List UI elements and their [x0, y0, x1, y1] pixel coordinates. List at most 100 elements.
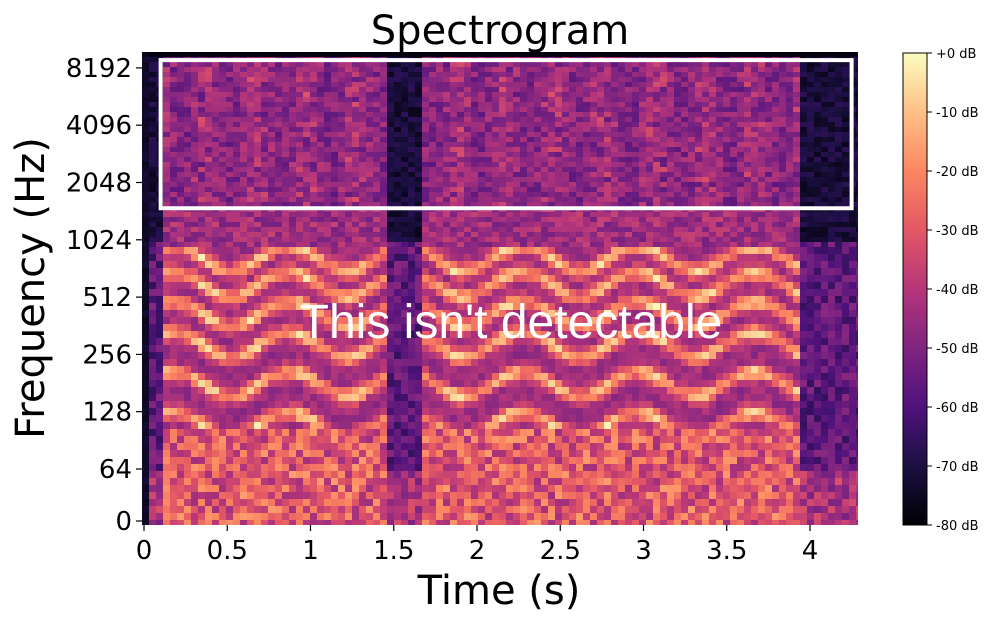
spectrogram-cell — [492, 167, 499, 172]
spectrogram-cell — [583, 97, 590, 102]
spectrogram-cell — [324, 429, 331, 436]
spectrogram-cell — [457, 268, 464, 275]
spectrogram-cell — [471, 162, 478, 167]
spectrogram-cell — [268, 87, 275, 92]
spectrogram-cell — [513, 492, 520, 499]
spectrogram-cell — [401, 492, 408, 499]
spectrogram-cell — [345, 127, 352, 132]
spectrogram-cell — [429, 212, 436, 217]
spectrogram-cell — [513, 380, 520, 387]
spectrogram-cell — [149, 232, 156, 237]
spectrogram-cell — [471, 499, 478, 506]
spectrogram-cell — [198, 457, 205, 464]
spectrogram-cell — [450, 443, 457, 450]
spectrogram-cell — [506, 142, 513, 147]
spectrogram-cell — [394, 464, 401, 471]
spectrogram-cell — [296, 254, 303, 261]
spectrogram-cell — [541, 506, 548, 513]
spectrogram-cell — [485, 227, 492, 232]
spectrogram-cell — [457, 162, 464, 167]
spectrogram-cell — [422, 352, 429, 359]
spectrogram-cell — [184, 443, 191, 450]
spectrogram-cell — [450, 506, 457, 513]
spectrogram-cell — [310, 408, 317, 415]
spectrogram-cell — [450, 303, 457, 310]
spectrogram-cell — [205, 457, 212, 464]
spectrogram-cell — [534, 499, 541, 506]
spectrogram-cell — [478, 443, 485, 450]
spectrogram-cell — [408, 485, 415, 492]
spectrogram-cell — [184, 331, 191, 338]
spectrogram-cell — [254, 506, 261, 513]
spectrogram-cell — [555, 202, 562, 207]
spectrogram-cell — [359, 127, 366, 132]
spectrogram-cell — [492, 352, 499, 359]
spectrogram-cell — [205, 222, 212, 227]
spectrogram-cell — [471, 217, 478, 222]
spectrogram-cell — [261, 373, 268, 380]
spectrogram-cell — [352, 162, 359, 167]
spectrogram-cell — [478, 227, 485, 232]
spectrogram-cell — [478, 289, 485, 296]
spectrogram-cell — [142, 97, 149, 102]
spectrogram-cell — [513, 443, 520, 450]
spectrogram-cell — [261, 254, 268, 261]
spectrogram-cell — [450, 112, 457, 117]
spectrogram-cell — [429, 275, 436, 282]
spectrogram-cell — [471, 77, 478, 82]
spectrogram-cell — [156, 289, 163, 296]
spectrogram-cell — [471, 471, 478, 478]
spectrogram-cell — [401, 247, 408, 254]
spectrogram-cell — [576, 296, 583, 303]
spectrogram-cell — [331, 152, 338, 157]
spectrogram-cell — [254, 471, 261, 478]
spectrogram-cell — [380, 303, 387, 310]
spectrogram-cell — [569, 147, 576, 152]
spectrogram-cell — [275, 232, 282, 237]
spectrogram-cell — [317, 187, 324, 192]
spectrogram-cell — [506, 92, 513, 97]
spectrogram-cell — [520, 132, 527, 137]
spectrogram-cell — [177, 415, 184, 422]
spectrogram-cell — [534, 268, 541, 275]
spectrogram-cell — [450, 317, 457, 324]
spectrogram-cell — [191, 485, 198, 492]
spectrogram-cell — [324, 82, 331, 87]
spectrogram-cell — [240, 242, 247, 247]
spectrogram-cell — [289, 157, 296, 162]
spectrogram-cell — [275, 352, 282, 359]
spectrogram-cell — [429, 429, 436, 436]
spectrogram-cell — [569, 464, 576, 471]
spectrogram-cell — [226, 237, 233, 242]
spectrogram-cell — [555, 247, 562, 254]
spectrogram-cell — [485, 232, 492, 237]
spectrogram-cell — [310, 247, 317, 254]
spectrogram-cell — [226, 254, 233, 261]
spectrogram-cell — [436, 499, 443, 506]
spectrogram-cell — [569, 331, 576, 338]
spectrogram-cell — [359, 77, 366, 82]
spectrogram-cell — [275, 52, 282, 57]
spectrogram-cell — [149, 177, 156, 182]
spectrogram-cell — [457, 82, 464, 87]
spectrogram-cell — [177, 52, 184, 57]
spectrogram-cell — [254, 443, 261, 450]
spectrogram-cell — [233, 102, 240, 107]
spectrogram-cell — [359, 506, 366, 513]
spectrogram-cell — [429, 97, 436, 102]
spectrogram-cell — [338, 182, 345, 187]
spectrogram-cell — [261, 232, 268, 237]
spectrogram-cell — [408, 187, 415, 192]
spectrogram-cell — [191, 443, 198, 450]
spectrogram-cell — [149, 331, 156, 338]
spectrogram-cell — [408, 387, 415, 394]
spectrogram-cell — [289, 275, 296, 282]
spectrogram-cell — [338, 450, 345, 457]
spectrogram-cell — [310, 268, 317, 275]
spectrogram-cell — [401, 478, 408, 485]
spectrogram-cell — [268, 247, 275, 254]
spectrogram-cell — [142, 359, 149, 366]
spectrogram-cell — [324, 394, 331, 401]
spectrogram-cell — [142, 77, 149, 82]
spectrogram-cell — [219, 310, 226, 317]
